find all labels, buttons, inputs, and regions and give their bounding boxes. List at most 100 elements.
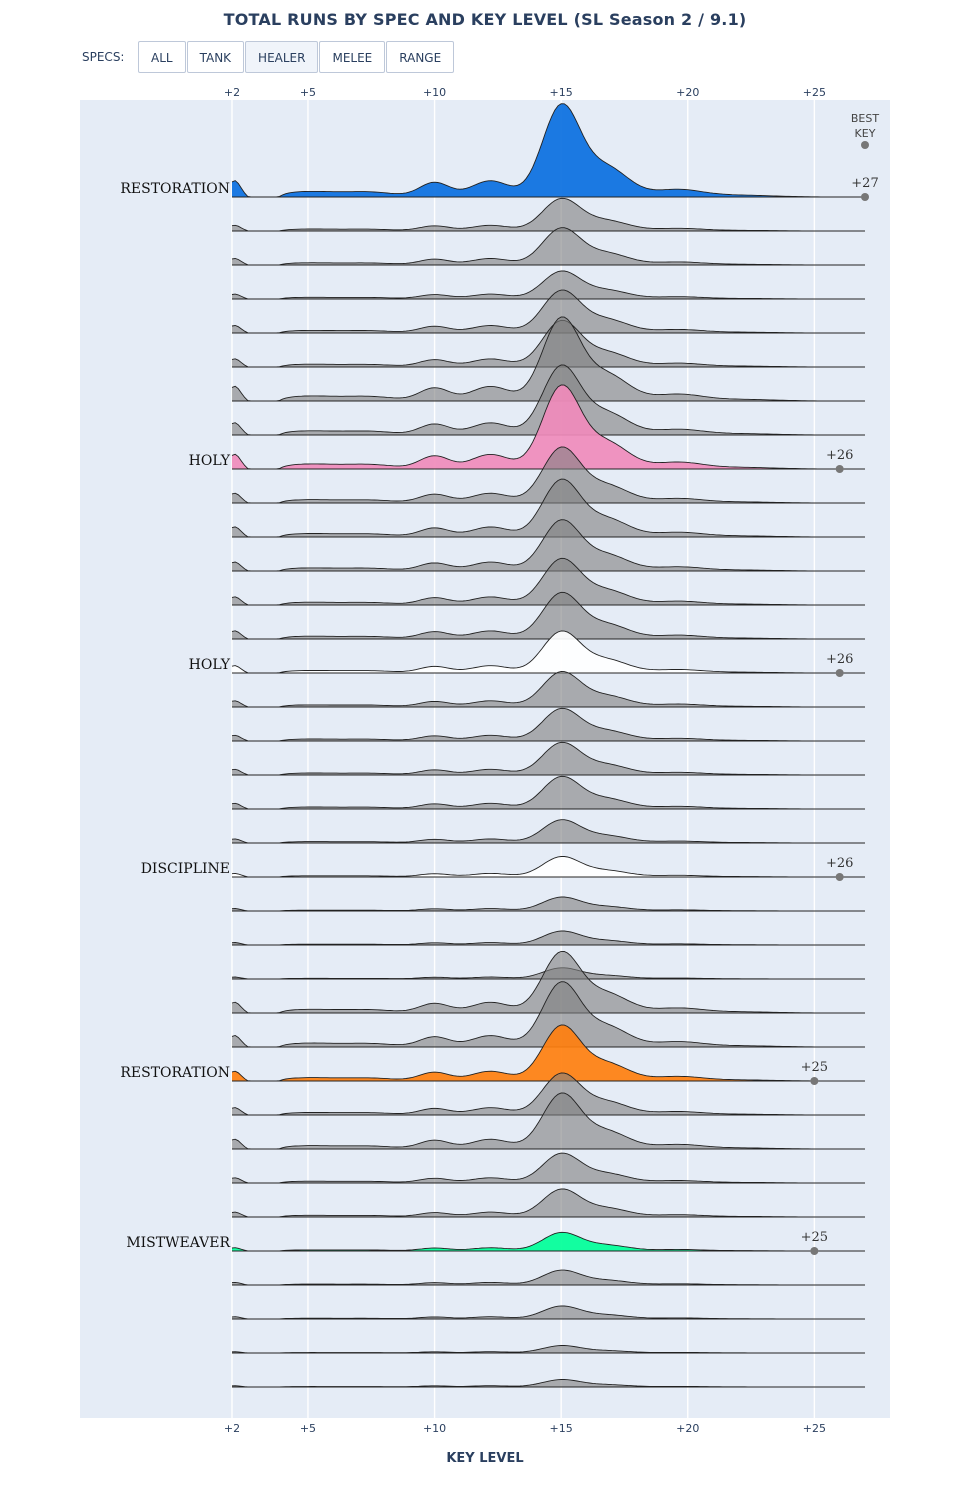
ridge-fill <box>232 290 865 333</box>
ridge-outline <box>231 103 865 198</box>
x-tick-bottom-3: +15 <box>550 1422 573 1435</box>
ridge-fill <box>232 519 865 571</box>
best-key-legend-marker <box>861 141 869 149</box>
ridge-outline <box>231 197 865 232</box>
ridge-row-29 <box>231 1152 865 1184</box>
ridge-highlight-4 <box>231 1024 865 1082</box>
x-tick-top-5: +25 <box>803 86 826 99</box>
ridge-highlight-5 <box>231 1231 865 1252</box>
filter-all-button[interactable]: ALL <box>138 41 186 73</box>
ridge-row-2 <box>231 227 865 266</box>
ridge-fill <box>232 385 865 469</box>
ridge-outline <box>231 741 865 776</box>
specs-filter-label: SPECS: <box>82 50 125 64</box>
ridge-fill <box>232 1270 865 1285</box>
ridge-fill <box>232 631 865 673</box>
spec-label-5: MISTWEAVER <box>126 1235 230 1251</box>
best-key-label-3: +26 <box>826 856 853 871</box>
ridge-outline <box>231 478 865 538</box>
ridge-outline <box>231 591 865 640</box>
ridge-fill <box>232 198 865 231</box>
filter-healer-button[interactable]: HEALER <box>245 41 319 73</box>
x-tick-top-1: +5 <box>300 86 316 99</box>
ridge-fill <box>232 856 865 877</box>
ridge-fill <box>232 981 865 1047</box>
x-tick-bottom-5: +25 <box>803 1422 826 1435</box>
ridge-row-17 <box>231 741 865 776</box>
best-key-marker-4 <box>810 1077 819 1085</box>
ridge-row-34 <box>231 1345 865 1354</box>
x-tick-top-3: +15 <box>550 86 573 99</box>
ridge-row-13 <box>231 591 865 640</box>
ridge-fill <box>232 271 865 299</box>
spec-label-2: HOLY <box>189 657 231 673</box>
ridge-outline <box>231 775 865 810</box>
ridge-row-15 <box>231 671 865 708</box>
ridge-fill <box>232 317 865 401</box>
ridge-highlight-3 <box>231 856 865 878</box>
ridge-fill <box>232 671 865 707</box>
filter-range-button[interactable]: RANGE <box>386 41 455 73</box>
x-axis-title: KEY LEVEL <box>446 1451 523 1466</box>
ridge-fill <box>232 592 865 639</box>
ridge-fill <box>232 897 865 911</box>
ridge-fill <box>232 1345 865 1353</box>
ridge-outline <box>231 519 865 572</box>
ridge-row-21 <box>231 896 865 912</box>
chart-title: TOTAL RUNS BY SPEC AND KEY LEVEL (SL Sea… <box>223 10 747 29</box>
x-tick-bottom-2: +10 <box>423 1422 446 1435</box>
ridge-outline <box>231 316 865 402</box>
ridge-fill <box>232 742 865 775</box>
filter-tank-button[interactable]: TANK <box>186 41 245 73</box>
spec-label-4: RESTORATION <box>120 1065 230 1081</box>
ridge-fill <box>232 708 865 741</box>
labels: +2 +2 +5 +5 +10 +10 +15 +15 +20 +20 +25 +25 RESTORAT… <box>120 86 879 1435</box>
x-tick-bottom-1: +5 <box>300 1422 316 1435</box>
spec-label-3: DISCIPLINE <box>141 861 230 877</box>
ridge-outline <box>231 364 865 436</box>
ridge-outline <box>231 1024 865 1082</box>
ridge-row-1 <box>231 197 865 232</box>
ridge-outline <box>231 671 865 708</box>
ridge-row-30 <box>231 1188 865 1218</box>
best-key-label-5: +25 <box>801 1230 828 1245</box>
ridge-fill <box>232 951 865 1013</box>
best-key-label-1: +26 <box>826 448 853 463</box>
ridge-fill <box>232 365 865 435</box>
best-key-marker-0 <box>861 193 869 201</box>
ridge-outline <box>231 446 865 504</box>
ridge-outline <box>231 981 865 1048</box>
ridge-fill <box>232 1093 865 1149</box>
best-key-marker-3 <box>835 873 844 881</box>
ridge-fill <box>232 1073 865 1115</box>
ridge-outline <box>231 950 865 1014</box>
ridge-outline <box>231 319 865 368</box>
ridge-outline <box>231 227 865 266</box>
spec-label-0: RESTORATION <box>120 181 230 197</box>
x-tick-bottom-4: +20 <box>676 1422 699 1435</box>
ridge-row-33 <box>231 1305 865 1320</box>
ridge-fill <box>232 1025 865 1081</box>
ridge-highlight-0 <box>231 103 865 198</box>
best-key-label-4: +25 <box>801 1060 828 1075</box>
ridge-outline <box>231 1092 865 1150</box>
ridge-outline <box>231 707 865 742</box>
ridge-fill <box>232 479 865 537</box>
best-key-marker-2 <box>835 669 844 677</box>
ridge-row-28 <box>231 1092 865 1150</box>
ridge-row-16 <box>231 707 865 742</box>
best-key-marker-5 <box>810 1247 819 1255</box>
spec-label-1: HOLY <box>189 453 231 469</box>
ridge-fill <box>232 931 865 945</box>
ridge-outline <box>231 630 865 674</box>
ridge-row-35 <box>231 1379 865 1388</box>
ridge-fill <box>232 1189 865 1217</box>
ridge-row-18 <box>231 775 865 810</box>
filter-melee-button[interactable]: MELEE <box>319 41 386 73</box>
x-tick-top-2: +10 <box>423 86 446 99</box>
spec-filter-buttons: ALL TANK HEALER MELEE RANGE <box>138 41 455 73</box>
ridges <box>231 103 865 1388</box>
ridge-fill <box>232 1232 865 1251</box>
x-tick-top-4: +20 <box>676 86 699 99</box>
ridge-row-22 <box>231 930 865 946</box>
